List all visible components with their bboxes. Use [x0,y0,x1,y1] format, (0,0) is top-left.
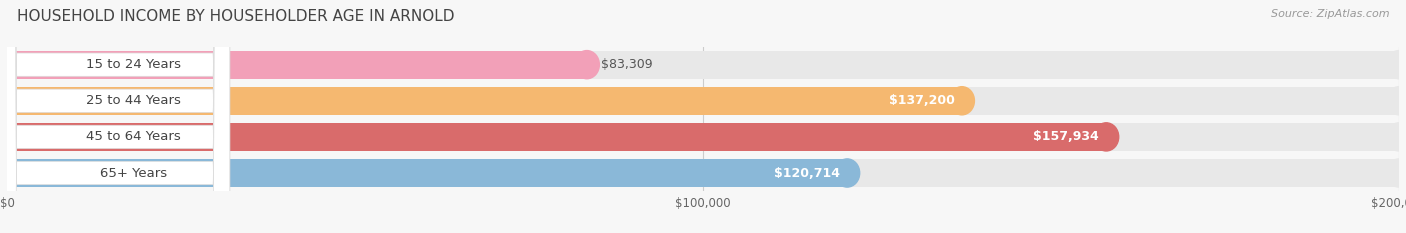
Text: $137,200: $137,200 [889,94,955,107]
Ellipse shape [1386,87,1406,115]
Ellipse shape [574,51,599,79]
FancyBboxPatch shape [0,0,229,233]
Ellipse shape [1094,123,1119,151]
Bar [7,51,1399,79]
Ellipse shape [835,159,859,187]
FancyBboxPatch shape [0,0,229,233]
Bar [7,123,1399,151]
Bar [7,51,586,79]
Ellipse shape [1386,51,1406,79]
Bar [7,159,1399,187]
Text: $120,714: $120,714 [775,167,841,179]
Text: Source: ZipAtlas.com: Source: ZipAtlas.com [1271,9,1389,19]
Text: HOUSEHOLD INCOME BY HOUSEHOLDER AGE IN ARNOLD: HOUSEHOLD INCOME BY HOUSEHOLDER AGE IN A… [17,9,454,24]
Ellipse shape [1386,159,1406,187]
FancyBboxPatch shape [0,0,229,233]
Bar [7,87,962,115]
Ellipse shape [1386,123,1406,151]
Text: 65+ Years: 65+ Years [100,167,167,179]
Bar [7,87,1399,115]
Bar [7,123,1107,151]
Text: $157,934: $157,934 [1033,130,1099,143]
Ellipse shape [949,87,974,115]
Text: 25 to 44 Years: 25 to 44 Years [86,94,181,107]
Text: 45 to 64 Years: 45 to 64 Years [86,130,181,143]
Bar [7,159,848,187]
Text: $83,309: $83,309 [600,58,652,71]
Text: 15 to 24 Years: 15 to 24 Years [86,58,181,71]
FancyBboxPatch shape [0,0,229,233]
